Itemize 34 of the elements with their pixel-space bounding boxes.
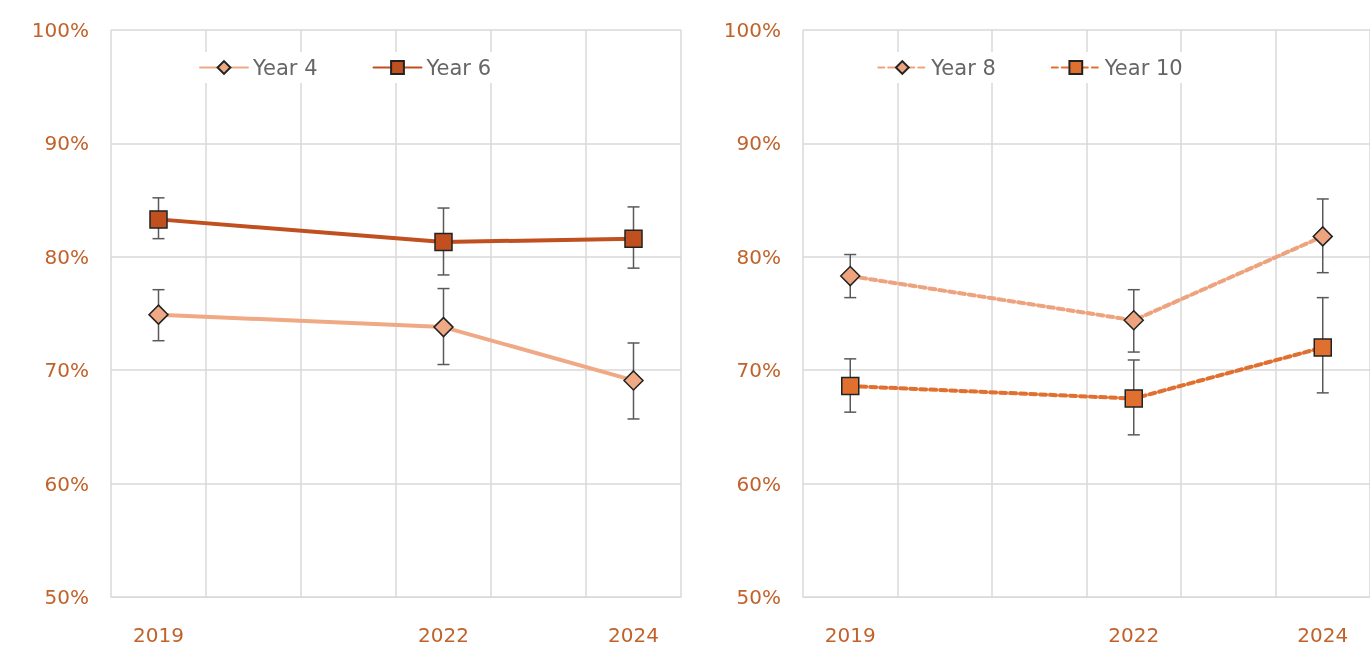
point xyxy=(1313,338,1332,357)
y-tick-label: 90% xyxy=(44,131,89,156)
y-tick-label: 80% xyxy=(736,244,781,269)
x-tick-label: 2024 xyxy=(1297,623,1349,647)
legend-label: Year 4 xyxy=(252,55,318,80)
y-tick-label: 60% xyxy=(736,471,781,496)
x-tick-label: 2019 xyxy=(133,623,184,647)
x-tick-label: 2019 xyxy=(824,623,876,647)
y-tick-label: 80% xyxy=(44,244,89,269)
point xyxy=(1124,389,1143,408)
legend-label: Year 8 xyxy=(930,55,996,80)
y-tick-label: 50% xyxy=(736,585,781,609)
x-tick-label: 2022 xyxy=(1108,623,1160,647)
point xyxy=(149,210,168,229)
y-tick-label: 70% xyxy=(736,358,781,383)
point xyxy=(434,232,453,252)
point xyxy=(840,265,861,287)
point xyxy=(624,229,643,248)
y-tick-label: 90% xyxy=(736,131,781,156)
point xyxy=(433,316,454,338)
point xyxy=(148,304,169,325)
x-tick-label: 2024 xyxy=(608,623,659,647)
x-tick-label: 2022 xyxy=(418,623,469,647)
y-tick-label: 70% xyxy=(44,358,89,383)
point xyxy=(1123,310,1144,331)
y-tick-label: 100% xyxy=(723,18,781,42)
legend-label: Year 6 xyxy=(425,55,491,80)
point xyxy=(623,370,644,391)
y-tick-label: 50% xyxy=(44,585,89,609)
legend-label: Year 10 xyxy=(1103,55,1183,80)
y-tick-label: 100% xyxy=(31,18,89,42)
point xyxy=(841,376,860,396)
y-tick-label: 60% xyxy=(44,471,89,496)
point xyxy=(1312,226,1333,247)
